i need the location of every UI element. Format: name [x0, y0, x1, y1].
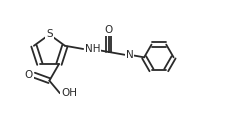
Text: S: S	[46, 29, 52, 39]
Text: NH: NH	[85, 44, 100, 54]
Text: O: O	[104, 25, 112, 35]
Text: OH: OH	[61, 88, 77, 98]
Text: N: N	[125, 50, 133, 60]
Text: O: O	[25, 70, 33, 80]
